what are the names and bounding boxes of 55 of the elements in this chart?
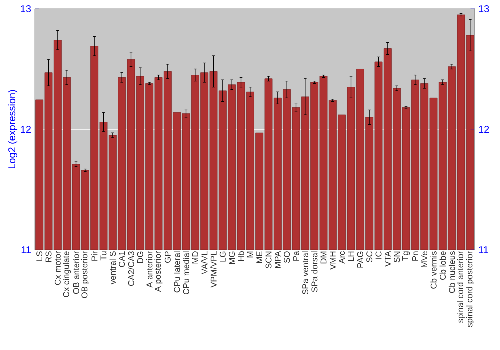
x-tick-label: M (248, 252, 254, 258)
y-axis-title: Log2 (expression) (8, 90, 18, 169)
x-tick-label: MD (192, 252, 198, 264)
x-tick-label: SO (284, 252, 290, 264)
x-tick-label: VTA (385, 251, 391, 268)
x-tick-label: OB anterior (73, 251, 80, 294)
x-tick-label: MVe (422, 252, 428, 268)
x-tick-label: DG (137, 252, 144, 264)
x-tick-label: Arc (339, 251, 346, 264)
x-tick-label: MPA (275, 251, 281, 268)
x-tick-label: spinal cord posterior (466, 251, 474, 328)
x-tick-label: CA1 (119, 252, 126, 268)
x-tick-label: LS (36, 252, 43, 261)
x-tick-label: CPu medial (183, 252, 190, 295)
x-tick-label: Cx cingulate (63, 252, 72, 298)
x-tick-label: SPa dorsal (311, 252, 318, 292)
x-tick-label: CA2/CA3 (128, 252, 134, 286)
x-tick-label: LG (220, 252, 226, 262)
x-tick-label: VPM/VPL (210, 251, 217, 288)
x-tick-label: Hb (238, 252, 244, 262)
y2-tick-label: 12 (479, 126, 490, 133)
x-tick-label: SCN (266, 252, 272, 269)
x-tick-label: SC (366, 252, 373, 263)
y2-tick-label: 11 (479, 246, 488, 254)
x-tick-label: SN (394, 252, 400, 263)
x-tick-label: RS (46, 252, 52, 262)
x-tick-label: Cx motor (54, 251, 61, 286)
x-tick-label: Cb lobe (440, 252, 446, 280)
x-tick-label: GP (164, 252, 171, 264)
x-tick-label: MG (229, 252, 236, 264)
x-tick-label: Pa (293, 251, 300, 261)
x-tick-label: ME (256, 252, 262, 264)
y2-tick-label: 13 (479, 5, 490, 13)
x-tick-label: Cb vermis (430, 252, 437, 289)
y-tick-label: 13 (21, 5, 32, 13)
x-tick-label: Tu (100, 252, 107, 261)
x-tick-label: IC (376, 252, 382, 259)
x-tick-label: OB posterior (81, 251, 90, 298)
x-tick-label: LH (348, 252, 354, 262)
x-tick-label: PAG (357, 252, 364, 268)
x-tick-label: Cb nucleus (448, 252, 456, 294)
x-tick-label: spinal cord anterior (457, 251, 466, 323)
x-tick-label: CPu lateral (174, 252, 180, 293)
y-tick-label: 12 (21, 126, 31, 133)
x-tick-label: VA/VL (201, 251, 208, 275)
x-tick-label: SPa ventral (302, 252, 309, 295)
x-tick-label: Pn (412, 252, 418, 261)
x-tick-label: DM (320, 252, 327, 264)
x-tick-label: A anterior (146, 251, 153, 288)
x-tick-label: A posterior (154, 251, 163, 292)
y-tick-label: 11 (22, 246, 31, 254)
x-tick-label: ventral S (110, 252, 116, 285)
x-tick-label: Tg (402, 252, 410, 261)
x-tick-label: VMH (330, 252, 336, 270)
x-tick-label: Pir (92, 251, 98, 261)
